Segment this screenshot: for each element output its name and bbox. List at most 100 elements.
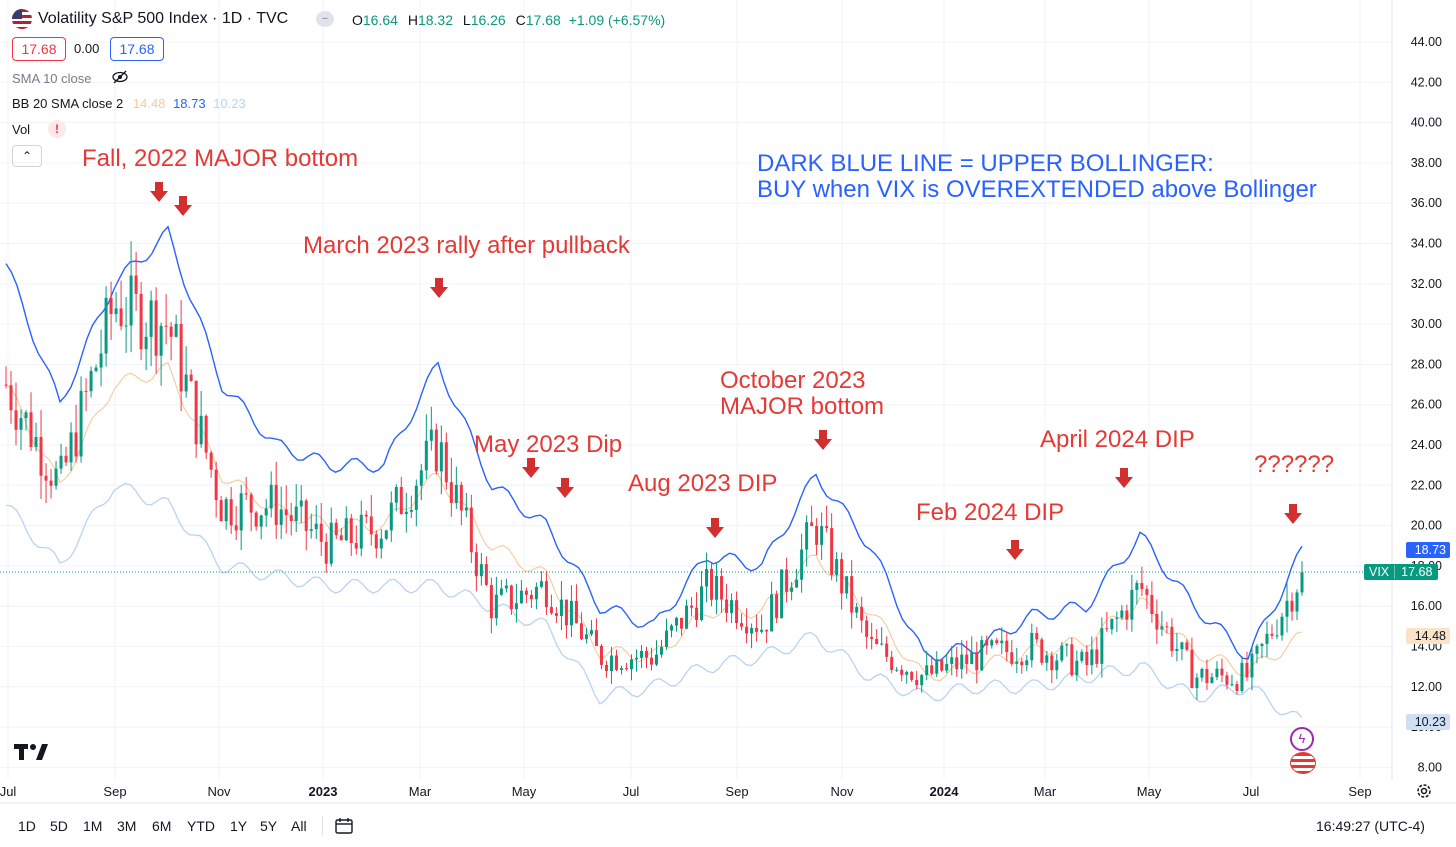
timeframe-ytd[interactable]: YTD — [187, 818, 215, 834]
timeframe-3m[interactable]: 3M — [117, 818, 137, 834]
down-arrow-icon — [814, 430, 832, 450]
candle-body — [194, 380, 198, 445]
candle-body — [1235, 684, 1239, 692]
candle-body — [1285, 600, 1289, 617]
annotation-feb-2024: Feb 2024 DIP — [916, 499, 1065, 526]
down-arrow-icon — [1284, 504, 1302, 524]
candle-body — [499, 588, 503, 595]
x-tick-label: Mar — [1034, 784, 1057, 799]
timeframe-1y[interactable]: 1Y — [230, 818, 248, 834]
candle-body — [1035, 632, 1039, 640]
y-tick-label: 24.00 — [1411, 438, 1442, 452]
down-arrow-icon — [1006, 540, 1024, 560]
candle-body — [880, 643, 884, 645]
timeframe-6m[interactable]: 6M — [152, 818, 172, 834]
candle-body — [114, 308, 118, 315]
candle-body — [1130, 589, 1134, 620]
candle-body — [665, 630, 669, 647]
clock-readout[interactable]: 16:49:27 (UTC-4) — [1316, 818, 1425, 834]
timeframe-1m[interactable]: 1M — [83, 818, 103, 834]
bb-lower-price-label: 10.23 — [1406, 714, 1450, 730]
candle-body — [44, 475, 48, 481]
tradingview-logo-icon[interactable] — [14, 744, 48, 767]
collapse-legend-button[interactable]: ⌃ — [12, 145, 42, 167]
candle-body — [1010, 652, 1014, 664]
candle-body — [399, 487, 403, 515]
candle-body — [454, 484, 458, 503]
x-tick-label: Nov — [830, 784, 854, 799]
candle-body — [584, 634, 588, 640]
gear-icon[interactable] — [1415, 782, 1433, 800]
lightning-icon[interactable]: ϟ — [1290, 727, 1314, 751]
candle-body — [354, 543, 358, 549]
candle-body — [509, 585, 513, 610]
warning-icon[interactable]: ! — [48, 120, 66, 138]
candle-body — [594, 630, 598, 646]
candle-body — [444, 442, 448, 483]
vol-indicator-label[interactable]: Vol — [12, 122, 31, 137]
last-price-label: 17.68 — [1401, 565, 1433, 579]
us-events-icon[interactable] — [1290, 752, 1316, 774]
x-tick-label: Jul — [0, 784, 16, 799]
candle-body — [474, 552, 478, 577]
timeframe-5d[interactable]: 5D — [50, 818, 68, 834]
date-range-icon[interactable] — [334, 816, 354, 836]
sma-indicator-label[interactable]: SMA 10 close — [12, 71, 92, 86]
candle-body — [690, 605, 694, 608]
vix-symbol-label: VIX — [1364, 565, 1396, 579]
timeframe-5y[interactable]: 5Y — [260, 818, 278, 834]
eye-hidden-icon[interactable] — [112, 69, 128, 85]
candle-body — [795, 579, 799, 588]
symbol-title[interactable]: Volatility S&P 500 Index · 1D · TVC — [38, 10, 289, 27]
candle-body — [1060, 645, 1064, 661]
candle-body — [1085, 651, 1089, 666]
candle-body — [39, 437, 43, 476]
timeframe-1d[interactable]: 1D — [18, 818, 36, 834]
candle-body — [514, 603, 518, 610]
candle-body — [715, 576, 719, 600]
candle-body — [314, 523, 318, 530]
candle-body — [975, 652, 979, 671]
down-arrow-icon — [556, 478, 574, 498]
x-tick-label: Jul — [623, 784, 640, 799]
timeframe-all[interactable]: All — [291, 818, 307, 834]
candle-body — [364, 514, 368, 517]
candle-body — [1205, 668, 1209, 684]
candle-body — [174, 323, 178, 337]
candle-body — [289, 515, 293, 521]
candle-body — [219, 500, 223, 522]
x-tick-label: Jul — [1243, 784, 1260, 799]
candle-body — [860, 606, 864, 621]
candle-body — [1090, 649, 1094, 666]
candle-body — [464, 507, 468, 511]
y-tick-label: 42.00 — [1411, 75, 1442, 89]
candle-body — [895, 669, 899, 671]
candle-body — [1100, 628, 1104, 664]
close-value: 17.68 — [525, 12, 561, 28]
buy-price-box[interactable]: 17.68 — [110, 37, 164, 61]
candle-body — [469, 507, 473, 553]
candle-body — [149, 300, 153, 337]
candle-body — [49, 480, 53, 486]
candle-body — [24, 412, 28, 419]
candle-body — [930, 665, 934, 674]
bb-indicator[interactable]: BB 20 SMA close 2 14.48 18.73 10.23 — [12, 96, 246, 111]
candle-body — [589, 630, 593, 635]
candle-body — [369, 516, 373, 535]
bb-basis-line — [5, 361, 1303, 682]
candle-body — [84, 390, 88, 392]
candle-body — [1280, 616, 1284, 636]
y-tick-label: 44.00 — [1411, 35, 1442, 49]
candle-body — [1080, 651, 1084, 661]
down-arrow-icon — [150, 182, 168, 202]
candle-body — [815, 525, 819, 545]
candle-body — [489, 584, 493, 619]
bb-upper-value: 18.73 — [173, 96, 206, 111]
sell-price-box[interactable]: 17.68 — [12, 37, 66, 61]
note-line-1: DARK BLUE LINE = UPPER BOLLINGER: — [757, 150, 1214, 177]
candle-body — [439, 442, 443, 472]
collapse-dot-icon[interactable]: – — [316, 11, 334, 27]
candle-body — [319, 523, 323, 542]
x-axis-labels: Jul Sep Nov 2023 Mar May Jul Sep Nov 2024 Mar May Ju… — [0, 784, 1372, 799]
